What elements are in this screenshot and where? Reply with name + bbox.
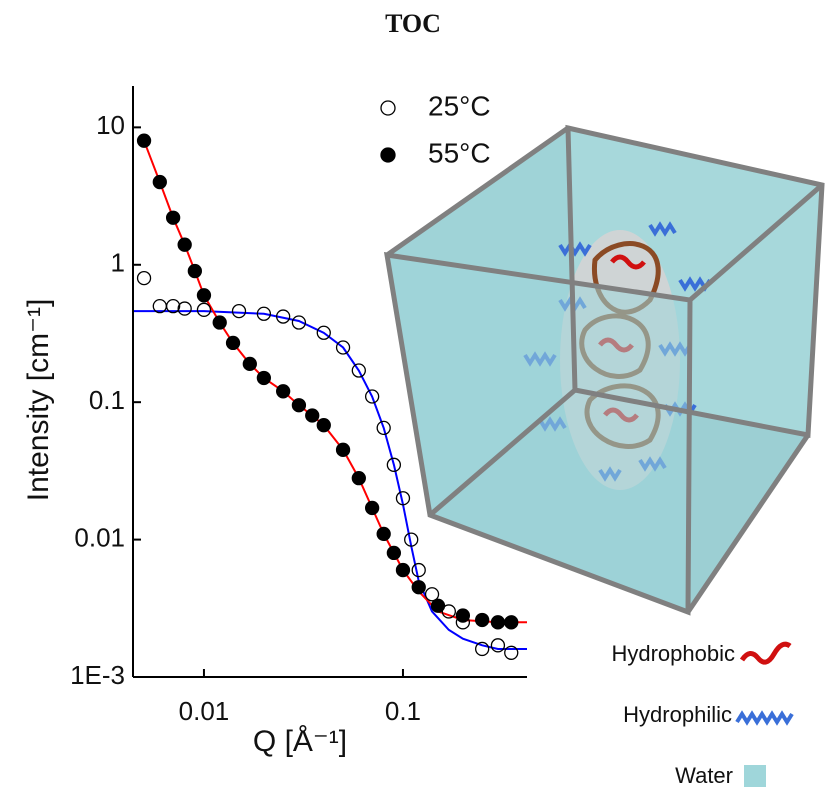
data-point [504,645,519,660]
hydrophobic-icon [739,641,792,665]
data-point [165,210,181,225]
cube-schematic [383,124,825,616]
cube-front [387,255,690,612]
data-point [305,408,320,423]
data-point [256,306,272,321]
data-point [196,302,212,317]
data-point [404,532,419,547]
data-point [386,545,402,561]
data-point [177,237,192,252]
data-point [411,580,426,595]
data-point [335,340,351,355]
y-tick-label: 10 [96,110,125,140]
legend-marker [380,147,396,163]
data-point [256,370,272,386]
data-point [152,174,167,190]
data-point [291,315,307,330]
y-tick-label: 1E-3 [70,660,125,690]
data-point [411,562,426,578]
data-point [351,363,366,378]
data-point [187,263,203,279]
legend-label: 25°C [428,90,491,121]
data-point [276,384,291,399]
data-point [276,309,291,324]
data-point [212,315,227,330]
y-tick-label: 1 [111,248,125,278]
data-point [335,442,351,457]
data-point [136,270,152,286]
schematic-label: Water [675,763,733,788]
x-axis-title: Q [Å⁻¹] [253,725,347,758]
data-point [376,420,391,436]
data-point [455,608,471,623]
data-point [364,500,380,516]
data-point [242,356,257,372]
data-point [231,303,247,319]
y-tick-label: 0.1 [89,385,125,415]
x-tick-label: 0.1 [385,696,421,726]
data-point [165,298,181,314]
data-point [364,389,380,404]
data-point [196,288,212,303]
data-point [490,615,506,630]
data-point [316,418,331,433]
schematic-label: Hydrophilic [623,702,732,727]
x-tick-label: 0.01 [179,696,230,726]
data-point [504,615,519,630]
data-point [395,491,411,506]
data-point [376,526,391,542]
y-tick-label: 0.01 [74,522,125,552]
data-point [225,335,241,351]
data-point [386,457,402,472]
data-point [430,598,446,613]
data-point [177,301,192,316]
hydrophilic-icon [735,710,794,726]
legend-label: 55°C [428,137,491,168]
title: TOC [385,9,441,38]
data-point [136,133,152,148]
water-icon [744,765,766,787]
legend-marker [380,100,396,116]
data-point [351,470,366,486]
fit-line [133,310,527,650]
schematic-label: Hydrophobic [611,641,735,666]
data-point [490,638,506,653]
data-point [475,612,490,628]
data-point [316,325,331,340]
data-point [395,562,411,578]
data-point [475,641,490,657]
data-point [424,587,440,602]
y-axis-title: Intensity [cm⁻¹] [22,299,55,502]
cube-edges [383,124,825,616]
data-point [291,398,307,413]
